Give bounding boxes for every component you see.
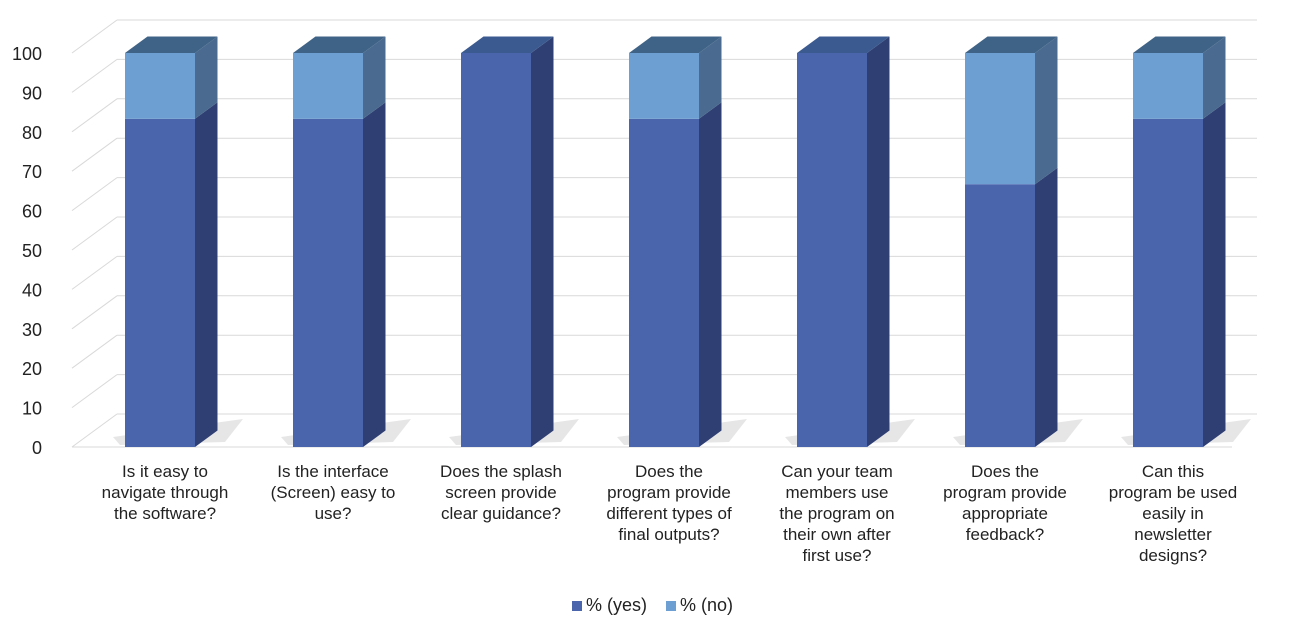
category-label: Does the program provide different types o… xyxy=(606,462,732,544)
bar-side-face xyxy=(699,102,722,447)
bar-top-face xyxy=(1133,36,1226,53)
bar-segment-yes xyxy=(293,102,386,447)
gridline-slant xyxy=(71,216,118,251)
bar-front-face xyxy=(125,53,195,119)
bar-front-face xyxy=(293,53,363,119)
bar-side-face xyxy=(363,36,386,119)
bar-front-face xyxy=(125,118,195,447)
bar-front-face xyxy=(965,184,1035,447)
legend-swatch-no xyxy=(666,601,676,611)
bar-segment-no xyxy=(125,36,218,119)
bar-segment-no xyxy=(1133,36,1226,119)
y-tick-label: 50 xyxy=(22,241,42,261)
gridline-slant xyxy=(71,98,118,133)
gridline-slant xyxy=(71,177,118,212)
bar-segment-yes xyxy=(965,167,1058,447)
gridline-slant xyxy=(71,334,118,369)
category-label: Does the program provide appropriate feedba… xyxy=(943,462,1067,544)
gridline-slant xyxy=(71,413,118,448)
bar-stack xyxy=(449,36,579,447)
bar-stack xyxy=(1121,36,1251,447)
bar-top-face xyxy=(461,36,554,53)
bar-side-face xyxy=(867,36,890,447)
bar-segment-no xyxy=(965,36,1058,185)
category-label: Can this program be used easily in newslett… xyxy=(1109,462,1238,565)
y-tick-label: 20 xyxy=(22,359,42,379)
bar-top-face xyxy=(965,36,1058,53)
bar-side-face xyxy=(363,102,386,447)
bar-top-face xyxy=(629,36,722,53)
bar-front-face xyxy=(629,118,699,447)
bar-side-face xyxy=(1035,167,1058,447)
legend-swatch-yes xyxy=(572,601,582,611)
bar-segment-yes xyxy=(461,36,554,447)
y-tick-label: 10 xyxy=(22,399,42,419)
y-tick-label: 70 xyxy=(22,162,42,182)
bar-side-face xyxy=(531,36,554,447)
gridline-slant xyxy=(71,58,118,93)
bar-segment-yes xyxy=(797,36,890,447)
bar-top-face xyxy=(293,36,386,53)
bar-front-face xyxy=(461,53,531,447)
y-tick-label: 60 xyxy=(22,202,42,222)
bar-side-face xyxy=(195,102,218,447)
legend-label-no: % (no) xyxy=(680,595,733,615)
y-tick-label: 0 xyxy=(32,438,42,458)
legend: % (yes) % (no) xyxy=(572,595,733,615)
bar-stack xyxy=(617,36,747,447)
bar-top-face xyxy=(125,36,218,53)
category-labels: Is it easy to navigate through the softwar… xyxy=(102,462,1238,565)
bar-front-face xyxy=(293,118,363,447)
bar-front-face xyxy=(629,53,699,119)
bar-stack xyxy=(281,36,411,447)
bar-front-face xyxy=(1133,118,1203,447)
bar-side-face xyxy=(1203,36,1226,119)
bars xyxy=(113,36,1251,447)
bar-segment-no xyxy=(293,36,386,119)
y-tick-label: 80 xyxy=(22,123,42,143)
bar-side-face xyxy=(1035,36,1058,185)
y-tick-label: 100 xyxy=(12,44,42,64)
gridline-slant xyxy=(71,255,118,290)
gridline-slant xyxy=(71,295,118,330)
gridline-slant xyxy=(71,137,118,172)
y-tick-label: 30 xyxy=(22,320,42,340)
bar-front-face xyxy=(1133,53,1203,119)
gridline-slant xyxy=(71,19,118,54)
bar-segment-no xyxy=(629,36,722,119)
bar-segment-yes xyxy=(125,102,218,447)
bar-front-face xyxy=(965,53,1035,185)
gridline-slant xyxy=(71,374,118,409)
bar-segment-yes xyxy=(629,102,722,447)
category-label: Is it easy to navigate through the softwar… xyxy=(102,462,229,523)
y-axis-ticks: 0 10 20 30 40 50 60 70 80 90 100 xyxy=(12,44,42,458)
y-tick-label: 90 xyxy=(22,83,42,103)
bar-stack xyxy=(113,36,243,447)
category-label: Is the interface (Screen) easy to use? xyxy=(271,462,396,523)
bar-side-face xyxy=(699,36,722,119)
bar-top-face xyxy=(797,36,890,53)
bar-segment-yes xyxy=(1133,102,1226,447)
category-label: Does the splash screen provide clear guida… xyxy=(440,462,562,523)
legend-label-yes: % (yes) xyxy=(586,595,647,615)
bar-front-face xyxy=(797,53,867,447)
bar-stack xyxy=(953,36,1083,447)
bar-stack xyxy=(785,36,915,447)
bar-side-face xyxy=(1203,102,1226,447)
category-label: Can your team members use the program on th… xyxy=(779,462,894,565)
y-tick-label: 40 xyxy=(22,280,42,300)
bar-side-face xyxy=(195,36,218,119)
